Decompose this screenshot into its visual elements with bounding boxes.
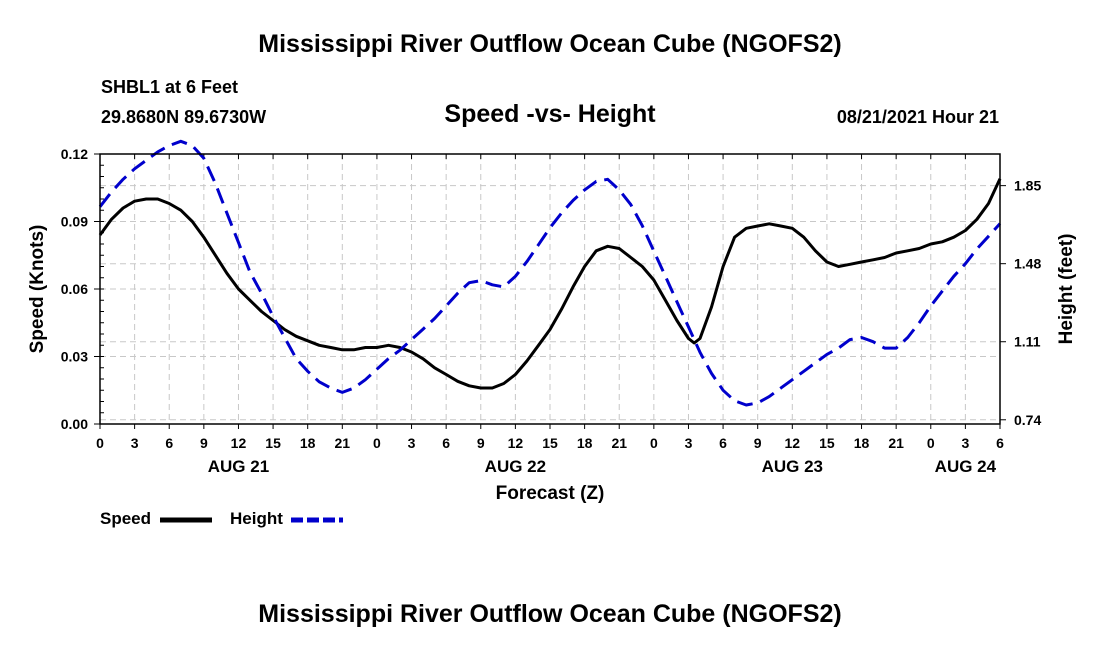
y-tick-label: 0.09 <box>61 214 88 230</box>
x-tick-label: 21 <box>611 435 627 451</box>
x-tick-label: 3 <box>408 435 416 451</box>
x-tick-label: 9 <box>754 435 762 451</box>
footer-title: Mississippi River Outflow Ocean Cube (NG… <box>258 600 842 628</box>
page-title: Mississippi River Outflow Ocean Cube (NG… <box>258 30 842 58</box>
x-date-label: AUG 22 <box>485 457 546 476</box>
y-axis-title: Speed (Knots) <box>27 225 48 354</box>
y2-tick-label: 0.74 <box>1014 412 1041 428</box>
y2-tick-label: 1.11 <box>1014 334 1041 350</box>
y-tick-label: 0.03 <box>61 349 88 365</box>
x-axis-title: Forecast (Z) <box>496 483 605 504</box>
x-tick-label: 12 <box>785 435 801 451</box>
x-tick-label: 3 <box>131 435 139 451</box>
x-tick-label: 15 <box>542 435 558 451</box>
x-tick-label: 3 <box>685 435 693 451</box>
x-tick-label: 0 <box>373 435 381 451</box>
plot-frame <box>99 153 1001 425</box>
x-tick-label: 6 <box>996 435 1004 451</box>
x-tick-label: 0 <box>650 435 658 451</box>
timestamp-label: 08/21/2021 Hour 21 <box>836 107 999 127</box>
y2-tick-label: 1.48 <box>1014 256 1041 272</box>
x-tick-label: 6 <box>442 435 450 451</box>
x-tick-label: 3 <box>961 435 969 451</box>
x-tick-label: 9 <box>200 435 208 451</box>
legend-speed-label: Speed <box>100 509 152 528</box>
x-tick-label: 12 <box>508 435 524 451</box>
x-date-label: AUG 24 <box>935 457 997 476</box>
y-tick-label: 0.00 <box>61 416 88 432</box>
x-tick-label: 21 <box>335 435 351 451</box>
x-tick-label: 0 <box>96 435 104 451</box>
legend-height-label: Height <box>230 509 283 528</box>
chart-title: Speed -vs- Height <box>444 100 656 128</box>
x-tick-label: 18 <box>577 435 593 451</box>
station-label: SHBL1 at 6 Feet <box>101 77 239 97</box>
x-tick-label: 21 <box>888 435 904 451</box>
x-tick-label: 0 <box>927 435 935 451</box>
x-tick-label: 18 <box>300 435 316 451</box>
y2-axis-title: Height (feet) <box>1056 234 1077 345</box>
x-tick-label: 18 <box>854 435 870 451</box>
series-line-speed <box>98 178 1002 390</box>
y-tick-label: 0.12 <box>61 146 88 162</box>
x-tick-label: 15 <box>265 435 281 451</box>
series-line-height <box>98 139 1002 407</box>
x-tick-label: 9 <box>477 435 485 451</box>
y-tick-label: 0.06 <box>61 281 88 297</box>
x-tick-label: 12 <box>231 435 247 451</box>
coordinates-label: 29.8680N 89.6730W <box>101 107 267 127</box>
x-date-label: AUG 21 <box>208 457 269 476</box>
x-date-label: AUG 23 <box>762 457 823 476</box>
x-tick-label: 6 <box>165 435 173 451</box>
x-tick-label: 15 <box>819 435 835 451</box>
y2-tick-label: 1.85 <box>1014 178 1041 194</box>
x-tick-label: 6 <box>719 435 727 451</box>
